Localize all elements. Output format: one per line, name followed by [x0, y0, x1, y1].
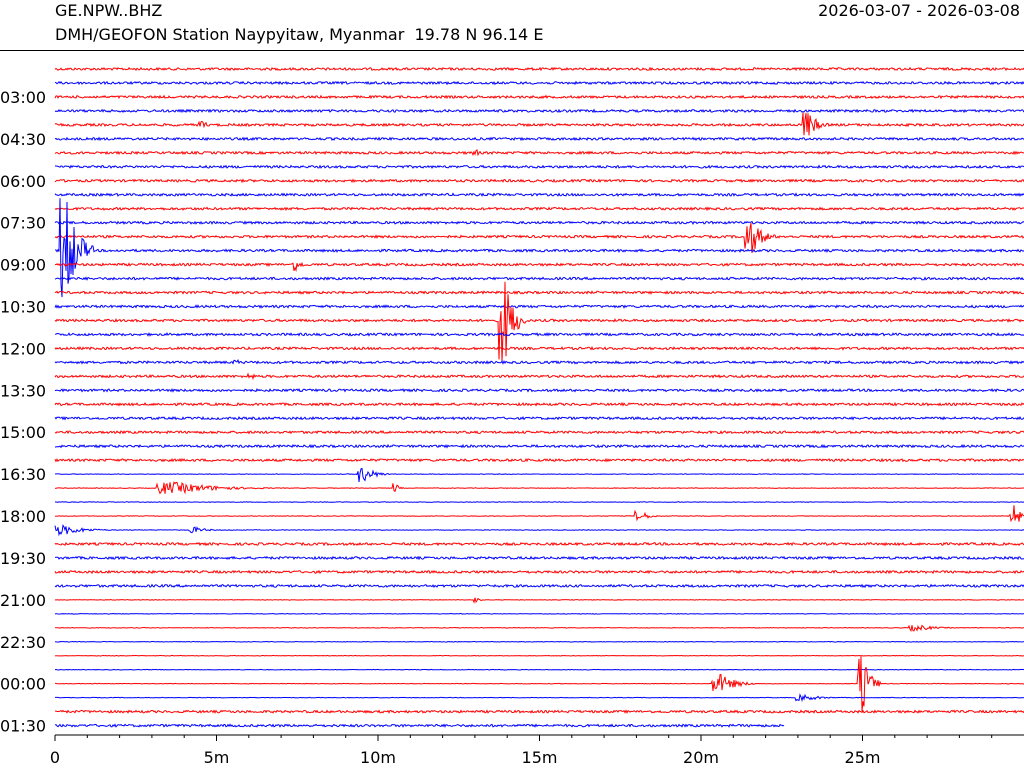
- seismic-trace: [54, 443, 1024, 449]
- seismic-trace: [54, 108, 1024, 114]
- time-label: 21:00: [0, 591, 46, 610]
- seismic-trace: [54, 80, 1024, 86]
- seismic-trace: [54, 501, 1024, 503]
- seismic-trace: [54, 640, 1024, 643]
- trace-group: [54, 66, 1024, 728]
- seismic-trace: [54, 332, 1024, 337]
- time-label: 15:00: [0, 423, 46, 442]
- seismic-trace: [54, 624, 1024, 633]
- seismic-trace: [54, 457, 1024, 463]
- seismic-trace: [54, 112, 1024, 136]
- x-axis: 0 5m 10m 15m 20m 25m: [50, 734, 1024, 767]
- time-label: 03:00: [0, 88, 46, 107]
- seismic-trace: [54, 401, 1024, 407]
- seismic-trace: [55, 198, 1024, 298]
- seismic-trace: [54, 178, 1024, 184]
- seismic-trace: [54, 467, 1024, 483]
- time-label: 00:00: [0, 675, 46, 694]
- seismic-trace: [54, 583, 1024, 589]
- seismic-trace: [54, 136, 1024, 142]
- seismic-trace: [54, 541, 1024, 547]
- time-label: 13:30: [0, 381, 46, 400]
- seismic-trace: [54, 505, 1024, 523]
- time-label: 12:00: [0, 339, 46, 358]
- seismic-trace: [54, 387, 1024, 393]
- seismic-trace: [54, 555, 1024, 561]
- seismic-trace: [54, 192, 1024, 197]
- seismic-trace: [54, 261, 1024, 273]
- seismic-trace: [54, 569, 1024, 575]
- time-labels: 03:00 04:30 06:00 07:30 09:00 10:30 12:00 13:30…: [0, 88, 46, 736]
- seismic-trace: [54, 654, 1024, 657]
- time-label: 09:00: [0, 256, 46, 275]
- x-tick-label: 0: [50, 748, 60, 767]
- seismic-trace: [54, 612, 1024, 615]
- seismic-trace: [54, 304, 1024, 309]
- seismic-trace: [54, 94, 1024, 100]
- x-tick-label: 5m: [204, 748, 230, 767]
- station-description: DMH/GEOFON Station Naypyitaw, Myanmar 19…: [55, 25, 544, 44]
- x-tick-label: 15m: [522, 748, 558, 767]
- seismic-trace: [54, 372, 1024, 381]
- seismic-trace: [54, 597, 1024, 604]
- time-label: 22:30: [0, 633, 46, 652]
- seismic-trace: [55, 693, 1024, 703]
- seismic-trace: [54, 222, 1024, 254]
- seismic-trace: [54, 429, 1024, 435]
- time-label: 06:00: [0, 172, 46, 191]
- time-label: 16:30: [0, 465, 46, 484]
- x-tick-label: 10m: [360, 748, 396, 767]
- seismic-trace: [54, 206, 1024, 212]
- time-label: 01:30: [0, 717, 46, 736]
- station-code: GE.NPW..BHZ: [55, 1, 163, 20]
- seismic-trace: [54, 281, 1024, 363]
- seismic-trace: [54, 415, 1024, 421]
- date-range: 2026-03-07 - 2026-03-08: [818, 1, 1020, 20]
- time-label: 07:30: [0, 214, 46, 233]
- time-label: 04:30: [0, 130, 46, 149]
- seismic-trace: [54, 723, 785, 728]
- seismic-trace: [54, 220, 1024, 225]
- seismic-trace: [54, 66, 1024, 72]
- seismic-trace: [54, 345, 1024, 351]
- seismic-trace: [54, 276, 1024, 281]
- seismic-trace: [54, 481, 1024, 495]
- seismic-trace: [54, 668, 1024, 671]
- x-tick-label: 20m: [683, 748, 719, 767]
- time-label: 19:30: [0, 549, 46, 568]
- seismic-trace: [54, 148, 1024, 157]
- seismic-trace: [54, 290, 1024, 295]
- seismic-trace: [54, 524, 1024, 537]
- seismic-trace: [54, 164, 1024, 169]
- time-label: 10:30: [0, 297, 46, 316]
- time-label: 18:00: [0, 507, 46, 526]
- header-divider: [0, 50, 1024, 51]
- seismic-trace: [54, 709, 1024, 715]
- x-tick-label: 25m: [845, 748, 881, 767]
- seismic-trace: [54, 359, 1024, 365]
- seismic-trace: [55, 656, 1024, 712]
